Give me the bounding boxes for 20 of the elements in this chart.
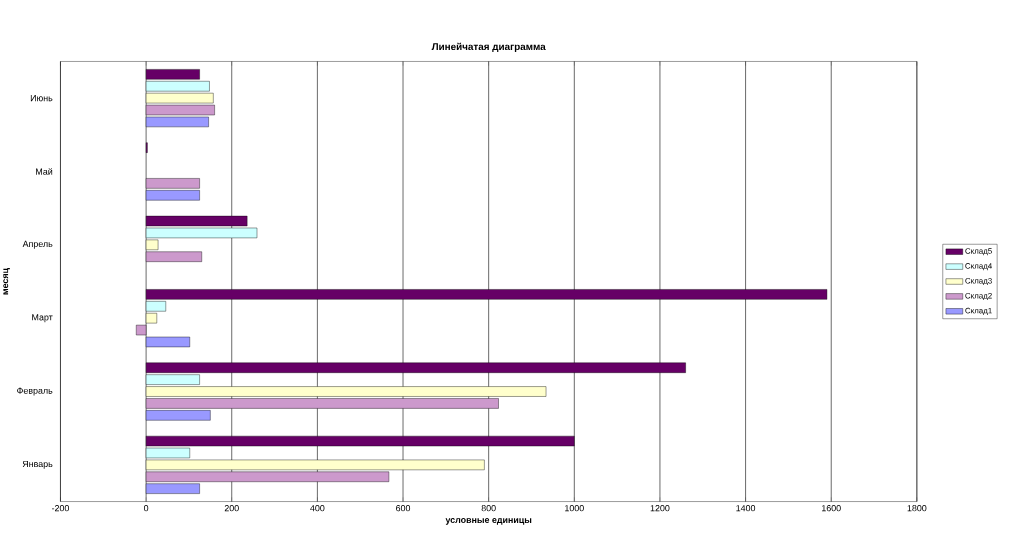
- x-tick-label: 1600: [822, 505, 841, 512]
- x-tick-label: 1400: [736, 505, 756, 512]
- x-axis-title: условные единицы: [445, 518, 532, 525]
- y-tick-label: Май: [36, 168, 53, 175]
- y-tick-label: Март: [32, 314, 53, 323]
- y-tick-label: Апрель: [22, 240, 53, 249]
- x-tick-label: 400: [310, 505, 325, 512]
- x-tick-label: 1200: [650, 505, 670, 512]
- x-tick-label: 1800: [907, 505, 927, 512]
- chart-title: Линейчатая диаграмма: [431, 42, 546, 53]
- x-tick-label: 600: [396, 505, 411, 512]
- x-tick-label: 0: [143, 505, 149, 512]
- y-tick-label: Июнь: [30, 95, 53, 102]
- y-tick-label: Январь: [22, 460, 53, 469]
- x-tick-label: 200: [224, 505, 239, 512]
- x-tick-label: 800: [481, 505, 496, 512]
- y-tick-label: Февраль: [17, 387, 53, 396]
- y-axis-title: месяц: [3, 268, 10, 295]
- x-tick-label: 1000: [565, 505, 584, 512]
- x-tick-label: -200: [51, 505, 70, 512]
